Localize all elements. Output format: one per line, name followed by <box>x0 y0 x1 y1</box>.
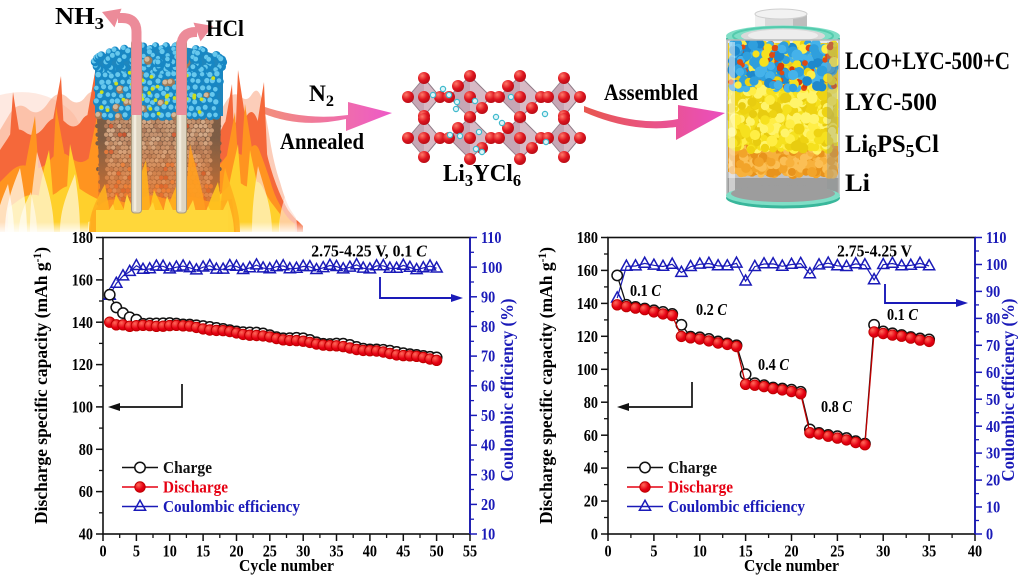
svg-text:0: 0 <box>591 525 598 544</box>
svg-text:20: 20 <box>784 542 798 561</box>
svg-text:HCl: HCl <box>206 16 244 41</box>
svg-text:80: 80 <box>79 440 93 459</box>
svg-text:-1: -1 <box>32 253 44 263</box>
svg-text:110: 110 <box>986 228 1007 247</box>
svg-text:120: 120 <box>577 327 598 346</box>
svg-text:Annealed: Annealed <box>280 129 364 154</box>
svg-text:100: 100 <box>72 398 93 417</box>
svg-text:25: 25 <box>830 542 844 561</box>
svg-text:Discharge specific capacity (m: Discharge specific capacity (mAh g <box>536 262 556 524</box>
svg-text:Li6PS5Cl: Li6PS5Cl <box>845 131 939 161</box>
svg-text:55: 55 <box>463 542 477 561</box>
svg-text:10: 10 <box>163 542 177 561</box>
svg-text:45: 45 <box>396 542 410 561</box>
svg-text:80: 80 <box>584 393 598 412</box>
svg-text:60: 60 <box>986 363 1000 382</box>
svg-text:2.75-4.25 V, 0.1 C: 2.75-4.25 V, 0.1 C <box>311 242 427 261</box>
svg-text:Charge: Charge <box>163 458 212 477</box>
svg-text:0: 0 <box>604 542 611 561</box>
svg-text:Assembled: Assembled <box>604 80 698 105</box>
svg-text:160: 160 <box>72 271 93 290</box>
svg-text:0.1 C: 0.1 C <box>630 281 662 300</box>
svg-text:80: 80 <box>481 317 495 336</box>
svg-text:20: 20 <box>229 542 243 561</box>
svg-text:): ) <box>31 247 51 253</box>
svg-text:140: 140 <box>72 313 93 332</box>
svg-text:50: 50 <box>986 390 1000 409</box>
svg-text:40: 40 <box>363 542 377 561</box>
svg-text:20: 20 <box>986 471 1000 490</box>
svg-text:110: 110 <box>481 228 502 247</box>
svg-text:120: 120 <box>72 355 93 374</box>
svg-text:NH3: NH 3 <box>55 4 104 33</box>
svg-text:15: 15 <box>739 542 753 561</box>
svg-text:30: 30 <box>876 542 890 561</box>
svg-text:0.4 C: 0.4 C <box>758 355 790 374</box>
svg-text:Li: Li <box>845 170 870 197</box>
svg-text:30: 30 <box>296 542 310 561</box>
svg-text:10: 10 <box>986 498 1000 517</box>
svg-text:20: 20 <box>481 495 495 514</box>
svg-text:35: 35 <box>329 542 343 561</box>
svg-text:100: 100 <box>986 255 1007 274</box>
svg-text:90: 90 <box>481 287 495 306</box>
svg-text:50: 50 <box>481 406 495 425</box>
svg-text:Li3YCl6: Li3YCl6 <box>443 161 521 190</box>
svg-text:60: 60 <box>481 376 495 395</box>
svg-text:70: 70 <box>986 336 1000 355</box>
svg-text:140: 140 <box>577 294 598 313</box>
svg-text:10: 10 <box>481 525 495 544</box>
svg-text:50: 50 <box>430 542 444 561</box>
svg-text:40: 40 <box>79 525 93 544</box>
svg-text:): ) <box>536 247 556 253</box>
svg-text:Discharge specific capacity (m: Discharge specific capacity (mAh g <box>31 262 51 524</box>
svg-text:10: 10 <box>693 542 707 561</box>
svg-text:90: 90 <box>986 282 1000 301</box>
svg-text:40: 40 <box>481 436 495 455</box>
svg-text:LCO+LYC-500+C: LCO+LYC-500+C <box>845 48 1010 75</box>
svg-text:0: 0 <box>986 525 993 544</box>
svg-text:0.2 C: 0.2 C <box>696 300 728 319</box>
svg-text:Charge: Charge <box>668 458 717 477</box>
svg-text:40: 40 <box>986 417 1000 436</box>
svg-text:0.1 C: 0.1 C <box>887 305 919 324</box>
svg-text:30: 30 <box>986 444 1000 463</box>
svg-text:40: 40 <box>584 459 598 478</box>
svg-text:N2: N2 <box>309 81 334 110</box>
svg-text:25: 25 <box>263 542 277 561</box>
svg-text:100: 100 <box>577 360 598 379</box>
svg-text:0: 0 <box>99 542 106 561</box>
svg-text:Coulombic efficiency: Coulombic efficiency <box>163 497 301 516</box>
svg-text:Cycle number: Cycle number <box>239 556 334 575</box>
svg-text:180: 180 <box>577 228 598 247</box>
svg-text:5: 5 <box>133 542 140 561</box>
svg-text:30: 30 <box>481 465 495 484</box>
svg-text:35: 35 <box>922 542 936 561</box>
svg-text:Coulombic efficiency (%): Coulombic efficiency (%) <box>998 298 1018 481</box>
svg-text:160: 160 <box>577 261 598 280</box>
svg-text:100: 100 <box>481 258 502 277</box>
svg-text:0.8 C: 0.8 C <box>821 397 853 416</box>
svg-text:70: 70 <box>481 347 495 366</box>
svg-text:15: 15 <box>196 542 210 561</box>
svg-text:Discharge: Discharge <box>668 478 733 497</box>
svg-text:Cycle number: Cycle number <box>744 556 839 575</box>
svg-text:Coulombic efficiency (%): Coulombic efficiency (%) <box>497 298 517 481</box>
svg-text:80: 80 <box>986 309 1000 328</box>
svg-text:60: 60 <box>79 482 93 501</box>
svg-text:40: 40 <box>968 542 982 561</box>
svg-text:2.75-4.25 V: 2.75-4.25 V <box>837 242 912 261</box>
svg-text:5: 5 <box>650 542 657 561</box>
svg-text:-1: -1 <box>537 253 549 263</box>
svg-text:Discharge: Discharge <box>163 478 228 497</box>
svg-text:Coulombic efficiency: Coulombic efficiency <box>668 497 806 516</box>
svg-text:LYC-500: LYC-500 <box>845 89 937 116</box>
svg-text:20: 20 <box>584 492 598 511</box>
svg-text:180: 180 <box>72 228 93 247</box>
svg-text:60: 60 <box>584 426 598 445</box>
